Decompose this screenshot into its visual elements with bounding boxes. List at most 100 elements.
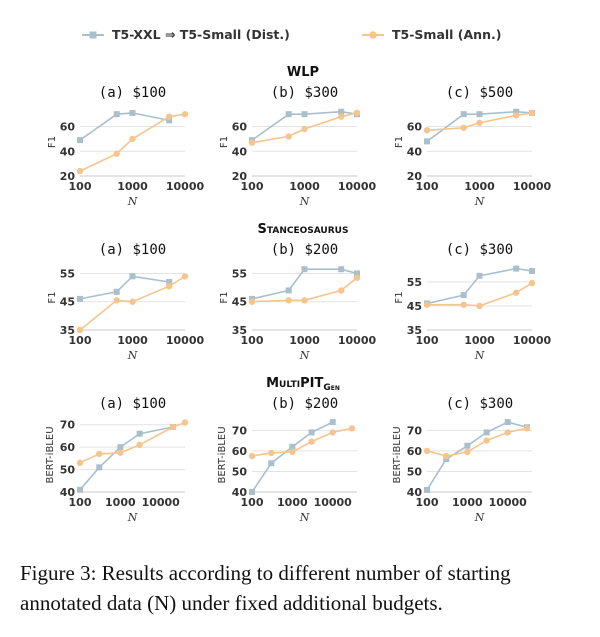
data-point-distill: [460, 111, 467, 118]
panel-2: (b) $300 20 40 60 100 1000 10000 N F1: [219, 85, 376, 208]
x-tick-label: 10000: [166, 180, 205, 193]
y-tick-label: 40: [407, 486, 423, 499]
y-tick-label: 60: [60, 441, 76, 454]
data-point-annot: [308, 438, 315, 445]
figure: T5-XXL ⇒ T5-Small (Dist.) T5-Small (Ann.…: [45, 27, 551, 524]
data-point-annot: [301, 125, 308, 133]
legend-annot-marker: [369, 31, 377, 39]
data-point-distill: [513, 108, 520, 115]
data-point-distill: [424, 138, 430, 145]
data-point-annot: [443, 452, 450, 460]
data-point-distill: [249, 489, 255, 495]
data-point-distill: [166, 117, 173, 124]
data-point-annot: [248, 139, 256, 146]
x-tick-label: 10000: [338, 334, 377, 347]
data-point-distill: [338, 266, 345, 273]
x-tick-label: 100: [69, 334, 92, 347]
data-point-annot: [165, 113, 173, 120]
panel-8: (b) $200 40 50 60 70 100 1000 10000 N BERT-iBLEU: [217, 396, 357, 524]
data-point-annot: [512, 112, 520, 119]
data-point-distill: [129, 273, 136, 280]
data-point-annot: [285, 297, 292, 304]
y-axis-label: F1: [219, 136, 230, 148]
x-tick-label: 100: [416, 496, 439, 509]
data-point-annot: [248, 298, 256, 305]
y-tick-label: 60: [407, 121, 423, 134]
y-tick-label: 40: [60, 486, 76, 499]
y-axis-label: BERT-iBLEU: [392, 426, 403, 483]
x-tick-label: 1000: [277, 496, 308, 509]
data-point-annot: [117, 449, 124, 456]
y-tick-label: 60: [60, 121, 76, 134]
data-point-distill: [77, 137, 83, 144]
x-tick-label: 1000: [464, 180, 495, 193]
y-tick-label: 35: [232, 324, 247, 337]
data-point-distill: [301, 111, 308, 118]
y-tick-label: 50: [60, 464, 76, 477]
y-axis-label: F1: [47, 291, 58, 303]
x-tick-label: 10000: [142, 496, 181, 509]
data-point-annot: [181, 419, 189, 426]
x-tick-label: 100: [241, 496, 264, 509]
y-tick-label: 55: [407, 276, 422, 289]
group-title-wlp: WLP: [287, 65, 319, 80]
x-tick-label: 1000: [117, 180, 148, 193]
data-point-annot: [181, 273, 189, 280]
y-tick-label: 20: [232, 170, 248, 183]
data-point-distill: [166, 278, 173, 285]
series-line-distill: [251, 421, 334, 493]
y-axis-label: BERT-iBLEU: [217, 426, 228, 483]
panel-3: (c) $500 20 40 60 100 1000 10000 N F1: [394, 85, 551, 208]
y-axis-label: F1: [47, 136, 58, 148]
x-tick-label: 1000: [105, 496, 136, 509]
series-line-annot: [79, 421, 186, 464]
data-point-annot: [353, 109, 361, 117]
x-axis-label: N: [127, 511, 138, 524]
panels: (a) $100 20 40 60 100 1000 10000 N F1 (b) $300 20 4…: [45, 85, 551, 524]
x-tick-label: 100: [241, 180, 264, 193]
data-point-annot: [301, 297, 308, 304]
series-line-distill: [79, 426, 174, 491]
data-point-annot: [169, 423, 177, 431]
series-line-distill: [426, 421, 528, 491]
data-point-annot: [476, 302, 483, 310]
y-tick-label: 45: [407, 300, 422, 313]
panel-title: (a) $100: [99, 396, 166, 412]
data-point-annot: [353, 274, 361, 281]
data-point-distill: [268, 460, 275, 467]
panel-title: (a) $100: [99, 242, 166, 258]
y-axis-label: F1: [394, 291, 405, 303]
data-point-annot: [289, 448, 296, 456]
data-point-distill: [354, 270, 360, 277]
legend-annot-label: T5-Small (Ann.): [392, 27, 501, 42]
series-line-distill: [79, 275, 170, 300]
panel-title: (c) $300: [446, 396, 513, 412]
y-tick-label: 40: [60, 145, 76, 158]
data-point-annot: [460, 301, 467, 308]
data-point-distill: [483, 429, 490, 436]
x-tick-label: 100: [416, 334, 439, 347]
data-point-annot: [113, 150, 120, 157]
x-axis-label: N: [299, 349, 310, 362]
panel-title: (c) $300: [446, 242, 513, 258]
y-tick-label: 60: [232, 445, 248, 458]
data-point-distill: [308, 429, 315, 436]
data-point-distill: [129, 109, 136, 116]
y-tick-label: 20: [407, 170, 423, 183]
data-point-annot: [348, 425, 356, 432]
x-axis-label: N: [299, 511, 310, 524]
group-title-stanceosaurus: Stanceosaurus: [258, 222, 349, 237]
y-tick-label: 50: [407, 465, 423, 478]
panel-9: (c) $300 40 50 60 70 100 1000 10000 N BERT-iBLEU: [392, 396, 532, 524]
data-point-distill: [96, 464, 103, 471]
data-point-annot: [76, 167, 84, 175]
data-point-annot: [113, 297, 120, 304]
panel-title: (a) $100: [99, 85, 166, 101]
data-point-annot: [528, 109, 536, 117]
data-point-annot: [476, 119, 483, 127]
data-point-distill: [113, 288, 120, 295]
panel-title: (c) $500: [446, 85, 513, 101]
data-point-annot: [268, 449, 275, 457]
data-point-distill: [476, 272, 483, 279]
y-tick-label: 35: [407, 324, 422, 337]
